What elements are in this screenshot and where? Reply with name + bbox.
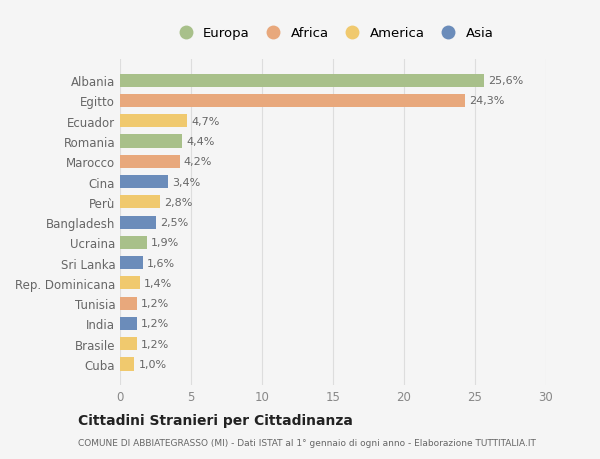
Text: Cittadini Stranieri per Cittadinanza: Cittadini Stranieri per Cittadinanza [78, 414, 353, 428]
Bar [120, 236, 147, 249]
Text: 4,7%: 4,7% [191, 117, 220, 127]
Text: 1,2%: 1,2% [142, 319, 170, 329]
Bar [120, 297, 137, 310]
Bar [120, 257, 143, 269]
Text: 1,2%: 1,2% [142, 298, 170, 308]
Bar [120, 337, 137, 351]
Text: 1,9%: 1,9% [151, 238, 179, 248]
Bar [120, 317, 137, 330]
Text: 1,6%: 1,6% [147, 258, 175, 268]
Bar [120, 135, 182, 148]
Bar [120, 74, 484, 88]
Text: 4,2%: 4,2% [184, 157, 212, 167]
Text: 25,6%: 25,6% [488, 76, 523, 86]
Text: 4,4%: 4,4% [187, 137, 215, 147]
Bar [120, 277, 140, 290]
Text: 1,4%: 1,4% [144, 278, 172, 288]
Text: 24,3%: 24,3% [469, 96, 505, 106]
Bar [120, 196, 160, 209]
Bar [120, 115, 187, 128]
Bar [120, 156, 179, 168]
Text: COMUNE DI ABBIATEGRASSO (MI) - Dati ISTAT al 1° gennaio di ogni anno - Elaborazi: COMUNE DI ABBIATEGRASSO (MI) - Dati ISTA… [78, 438, 536, 447]
Text: 1,0%: 1,0% [139, 359, 167, 369]
Text: 1,2%: 1,2% [142, 339, 170, 349]
Text: 3,4%: 3,4% [173, 177, 201, 187]
Text: 2,8%: 2,8% [164, 197, 193, 207]
Text: 2,5%: 2,5% [160, 218, 188, 228]
Bar [120, 176, 168, 189]
Legend: Europa, Africa, America, Asia: Europa, Africa, America, Asia [173, 27, 493, 40]
Bar [120, 358, 134, 371]
Bar [120, 95, 465, 108]
Bar [120, 216, 155, 229]
